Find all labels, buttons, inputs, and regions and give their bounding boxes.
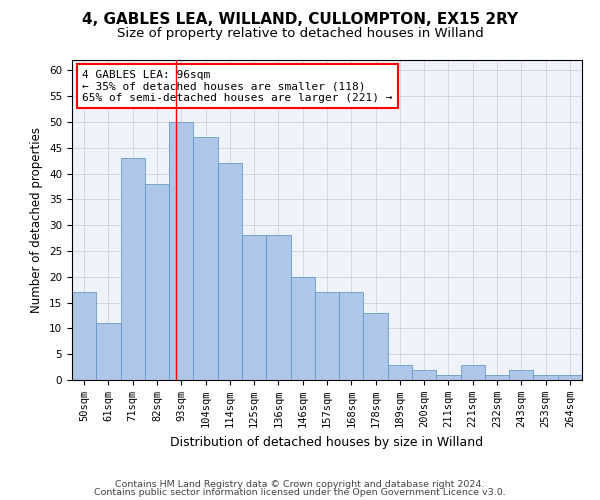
Text: Contains public sector information licensed under the Open Government Licence v3: Contains public sector information licen… xyxy=(94,488,506,497)
Text: 4, GABLES LEA, WILLAND, CULLOMPTON, EX15 2RY: 4, GABLES LEA, WILLAND, CULLOMPTON, EX15… xyxy=(82,12,518,28)
Bar xyxy=(315,292,339,380)
Bar xyxy=(145,184,169,380)
Bar xyxy=(169,122,193,380)
Bar xyxy=(72,292,96,380)
Bar xyxy=(461,364,485,380)
Bar xyxy=(218,163,242,380)
Bar xyxy=(290,277,315,380)
Bar xyxy=(339,292,364,380)
Bar xyxy=(533,375,558,380)
Bar xyxy=(485,375,509,380)
Bar xyxy=(364,313,388,380)
Bar xyxy=(558,375,582,380)
Bar xyxy=(242,236,266,380)
Bar xyxy=(121,158,145,380)
Y-axis label: Number of detached properties: Number of detached properties xyxy=(31,127,43,313)
Bar xyxy=(509,370,533,380)
Text: Contains HM Land Registry data © Crown copyright and database right 2024.: Contains HM Land Registry data © Crown c… xyxy=(115,480,485,489)
Bar xyxy=(436,375,461,380)
Bar xyxy=(388,364,412,380)
Bar xyxy=(193,138,218,380)
Bar xyxy=(266,236,290,380)
Bar xyxy=(412,370,436,380)
Bar xyxy=(96,323,121,380)
Text: 4 GABLES LEA: 96sqm
← 35% of detached houses are smaller (118)
65% of semi-detac: 4 GABLES LEA: 96sqm ← 35% of detached ho… xyxy=(82,70,392,103)
Text: Size of property relative to detached houses in Willand: Size of property relative to detached ho… xyxy=(116,28,484,40)
X-axis label: Distribution of detached houses by size in Willand: Distribution of detached houses by size … xyxy=(170,436,484,448)
